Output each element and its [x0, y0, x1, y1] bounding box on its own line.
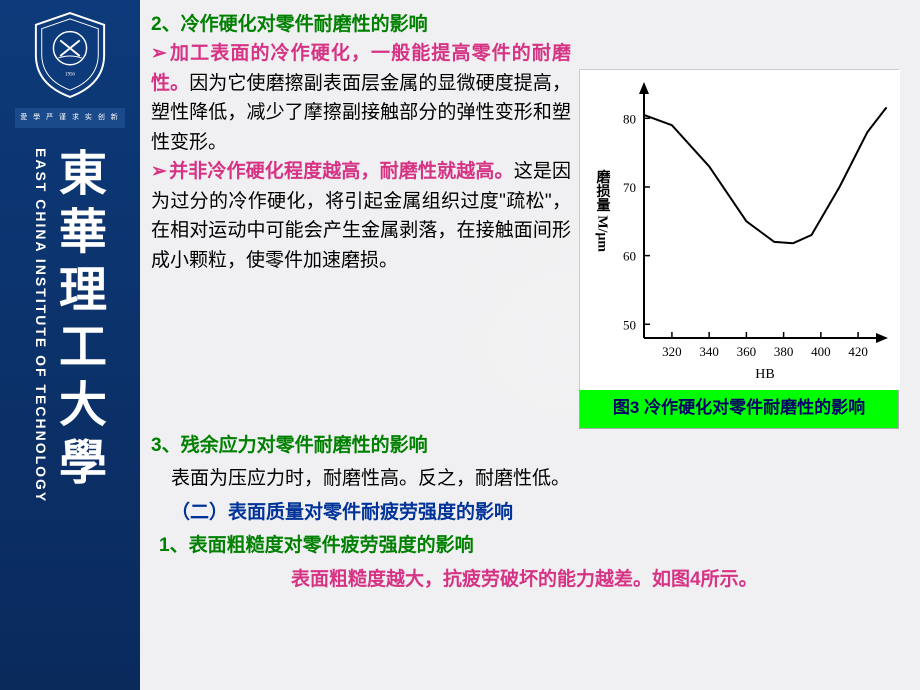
section-b1-title: 1、表面粗糙度对零件疲劳强度的影响 — [159, 531, 909, 560]
svg-text:磨损量 M/μm: 磨损量 M/μm — [595, 170, 611, 253]
bullet-icon: ➢ — [151, 161, 167, 182]
svg-text:70: 70 — [623, 180, 636, 195]
university-logo: 1956 — [30, 10, 110, 100]
cn-char: 學 — [59, 437, 107, 491]
section-3-title: 3、残余应力对零件耐磨性的影响 — [151, 431, 909, 460]
institute-name-en: EAST CHINA INSTITUTE OF TECHNOLOGY — [33, 148, 49, 503]
svg-text:80: 80 — [623, 112, 636, 127]
institute-name-cn: 東 華 理 工 大 學 — [59, 148, 107, 491]
cn-char: 東 — [59, 148, 107, 202]
svg-text:380: 380 — [774, 344, 794, 359]
chart-column: 50 60 70 80 320 340 360 380 400 420 磨损量 M/μm HB 图3 … — [579, 69, 909, 428]
svg-text:360: 360 — [737, 344, 757, 359]
svg-text:60: 60 — [623, 249, 636, 264]
sidebar-titles: EAST CHINA INSTITUTE OF TECHNOLOGY 東 華 理… — [33, 148, 107, 503]
chart-box: 50 60 70 80 320 340 360 380 400 420 磨损量 M/μm HB — [579, 69, 899, 389]
svg-text:340: 340 — [699, 344, 719, 359]
svg-text:1956: 1956 — [65, 72, 75, 77]
svg-text:50: 50 — [623, 318, 636, 333]
chart-caption: 图3 冷作硬化对零件耐磨性的影响 — [579, 389, 899, 428]
svg-text:320: 320 — [662, 344, 682, 359]
section-b-title: （二）表面质量对零件耐疲劳强度的影响 — [171, 498, 909, 527]
p2-lead: 并非冷作硬化程度越高，耐磨性就越高。 — [169, 161, 514, 182]
wear-chart: 50 60 70 80 320 340 360 380 400 420 磨损量 M/μm HB — [580, 70, 900, 390]
cn-char: 理 — [59, 264, 107, 318]
paragraph-3: 表面为压应力时，耐磨性高。反之，耐磨性低。 — [171, 464, 909, 493]
paragraph-1: ➢加工表面的冷作硬化，一般能提高零件的耐磨性。因为它使磨擦副表面层金属的显微硬度… — [151, 39, 571, 157]
cn-char: 大 — [59, 379, 107, 433]
text-column: ➢加工表面的冷作硬化，一般能提高零件的耐磨性。因为它使磨擦副表面层金属的显微硬度… — [151, 39, 571, 428]
svg-text:400: 400 — [811, 344, 831, 359]
svg-text:420: 420 — [848, 344, 868, 359]
paragraph-2: ➢并非冷作硬化程度越高，耐磨性就越高。这是因为过分的冷作硬化，将引起金属组织过度… — [151, 157, 571, 275]
bullet-icon: ➢ — [151, 43, 167, 64]
cn-char: 工 — [59, 321, 107, 375]
cn-char: 華 — [59, 206, 107, 260]
paragraph-b1: 表面粗糙度越大，抗疲劳破坏的能力越差。如图4所示。 — [291, 565, 909, 594]
motto-banner: 愛 學 严 谨 求 实 创 新 — [15, 108, 125, 128]
sidebar: 1956 愛 學 严 谨 求 实 创 新 EAST CHINA INSTITUT… — [0, 0, 140, 690]
section-2-title: 2、冷作硬化对零件耐磨性的影响 — [151, 10, 909, 39]
row-text-and-chart: ➢加工表面的冷作硬化，一般能提高零件的耐磨性。因为它使磨擦副表面层金属的显微硬度… — [151, 39, 909, 428]
slide-content: 2、冷作硬化对零件耐磨性的影响 ➢加工表面的冷作硬化，一般能提高零件的耐磨性。因… — [145, 6, 915, 686]
p1-rest: 因为它使磨擦副表面层金属的显微硬度提高，塑性降低，减少了摩擦副接触部分的弹性变形… — [151, 73, 571, 153]
svg-text:HB: HB — [755, 367, 774, 382]
